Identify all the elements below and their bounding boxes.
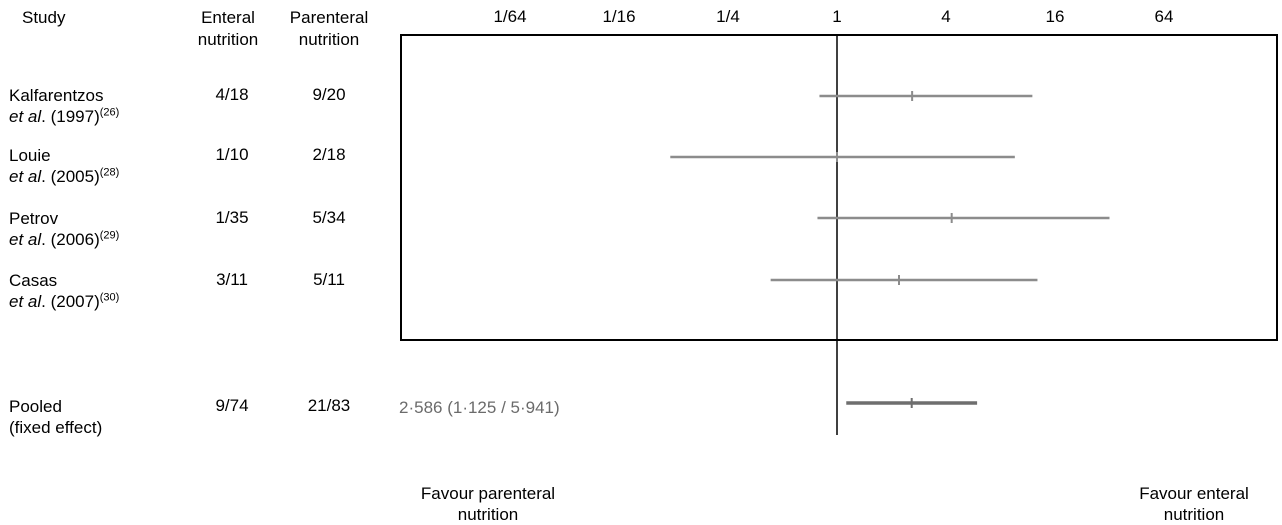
enteral-count: 1/10: [215, 145, 249, 164]
parenteral-count: 2/18: [312, 145, 346, 164]
pooled-label-line1: Pooled: [9, 397, 62, 416]
study-ref: (29): [99, 229, 120, 242]
enteral-header: Enteral nutrition: [178, 7, 278, 51]
tick-label: 1: [832, 7, 842, 26]
favour-parenteral-label: Favour parenteral nutrition: [388, 483, 588, 525]
study-ref: (28): [99, 166, 120, 179]
study-name: Louie et al. (2005)(28): [9, 145, 119, 187]
pooled-parenteral-count: 21/83: [307, 396, 351, 415]
tick-label: 1/4: [716, 7, 740, 26]
study-name-year: . (2006): [41, 230, 100, 249]
tick-label: 16: [1045, 7, 1065, 26]
enteral-header-line2: nutrition: [197, 30, 259, 49]
tick-label: 64: [1154, 7, 1174, 26]
study-name-line1: Kalfarentzos: [9, 86, 104, 105]
study-name-year: . (2007): [41, 292, 100, 311]
study-header: Study: [22, 7, 102, 29]
pooled-label: Pooled (fixed effect): [9, 396, 102, 438]
favour-parenteral-line1: Favour parenteral: [420, 484, 556, 503]
pooled-label-line2: (fixed effect): [9, 418, 103, 437]
study-ref: (26): [99, 106, 120, 119]
study-name: Casas et al. (2007)(30): [9, 270, 119, 312]
ci-layer: [670, 35, 1110, 435]
study-name: Kalfarentzos et al. (1997)(26): [9, 85, 119, 127]
study-name-etal: et al: [9, 292, 42, 311]
tick-label: 1/64: [493, 7, 527, 26]
enteral-count: 1/35: [215, 208, 249, 227]
study-name-etal: et al: [9, 167, 42, 186]
favour-enteral-line1: Favour enteral: [1139, 484, 1249, 503]
tick-label: 4: [941, 7, 951, 26]
plot-frame: [400, 34, 1278, 341]
study-name-etal: et al: [9, 230, 42, 249]
favour-enteral-label: Favour enteral nutrition: [1112, 483, 1276, 525]
parenteral-header-line2: nutrition: [298, 30, 360, 49]
study-name-etal: et al: [9, 107, 42, 126]
study-name-line1: Casas: [9, 271, 58, 290]
enteral-header-line1: Enteral: [201, 8, 255, 27]
study-ref: (30): [99, 291, 120, 304]
parenteral-header: Parenteral nutrition: [274, 7, 384, 51]
pooled-estimate-text: 2·586 (1·125 / 5·941): [399, 398, 560, 417]
enteral-count: 3/11: [216, 270, 248, 289]
favour-enteral-line2: nutrition: [1163, 505, 1225, 524]
tick-label: 1/16: [602, 7, 636, 26]
study-name: Petrov et al. (2006)(29): [9, 208, 119, 250]
pooled-enteral-count: 9/74: [215, 396, 249, 415]
favour-parenteral-line2: nutrition: [457, 505, 519, 524]
study-name-year: . (2005): [41, 167, 100, 186]
study-name-line1: Petrov: [9, 209, 59, 228]
parenteral-count: 5/34: [312, 208, 346, 227]
study-name-year: . (1997): [41, 107, 100, 126]
parenteral-count: 5/11: [313, 270, 345, 289]
study-header-label: Study: [22, 8, 66, 27]
parenteral-header-line1: Parenteral: [289, 8, 369, 27]
enteral-count: 4/18: [215, 85, 249, 104]
study-name-line1: Louie: [9, 146, 51, 165]
parenteral-count: 9/20: [312, 85, 346, 104]
